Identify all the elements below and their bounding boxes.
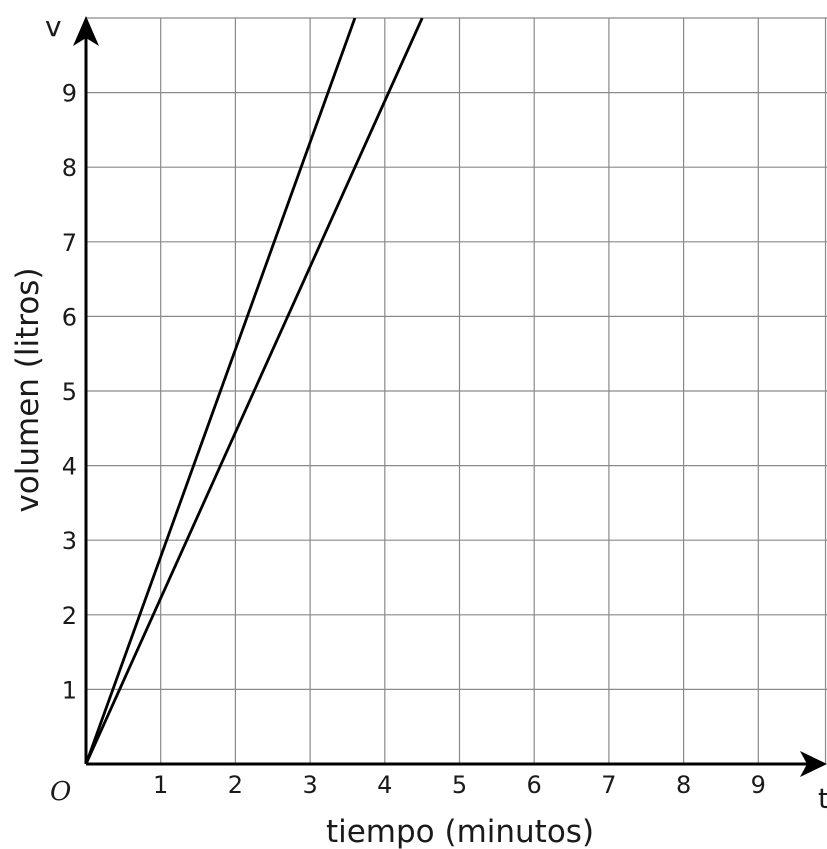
y-tick-label: 4 [62, 453, 77, 481]
x-tick-label: 4 [377, 771, 392, 799]
y-tick-label: 5 [62, 378, 77, 406]
x-axis-title: tiempo (minutos) [326, 814, 594, 849]
x-tick-label: 5 [452, 771, 467, 799]
series-line-1 [86, 18, 357, 764]
series-group [86, 18, 424, 764]
origin-label: O [50, 777, 71, 807]
y-tick-label: 2 [62, 602, 77, 630]
x-tick-label: 1 [153, 771, 168, 799]
y-tick-label: 9 [62, 80, 77, 108]
y-tick-label: 3 [62, 527, 77, 555]
y-axis-letter: v [45, 10, 62, 43]
y-tick-label: 8 [62, 154, 77, 182]
y-tick-label: 6 [62, 303, 77, 331]
x-tick-label: 3 [302, 771, 317, 799]
y-tick-label: 7 [62, 229, 77, 257]
x-axis-letter: t [818, 782, 827, 815]
axes [73, 16, 827, 777]
y-tick-label: 1 [62, 676, 77, 704]
tick-labels: 1 2 3 4 5 6 7 8 9 1 2 3 4 5 6 7 8 9 [62, 80, 766, 799]
x-tick-label: 9 [751, 771, 766, 799]
grid [86, 17, 827, 764]
series-line-2 [86, 18, 424, 764]
x-axis-arrow [800, 751, 827, 777]
y-axis-arrow [73, 16, 99, 46]
x-tick-label: 7 [601, 771, 616, 799]
x-tick-label: 6 [527, 771, 542, 799]
y-axis-title: volumen (litros) [10, 267, 46, 512]
x-tick-label: 2 [228, 771, 243, 799]
x-tick-label: 8 [676, 771, 691, 799]
